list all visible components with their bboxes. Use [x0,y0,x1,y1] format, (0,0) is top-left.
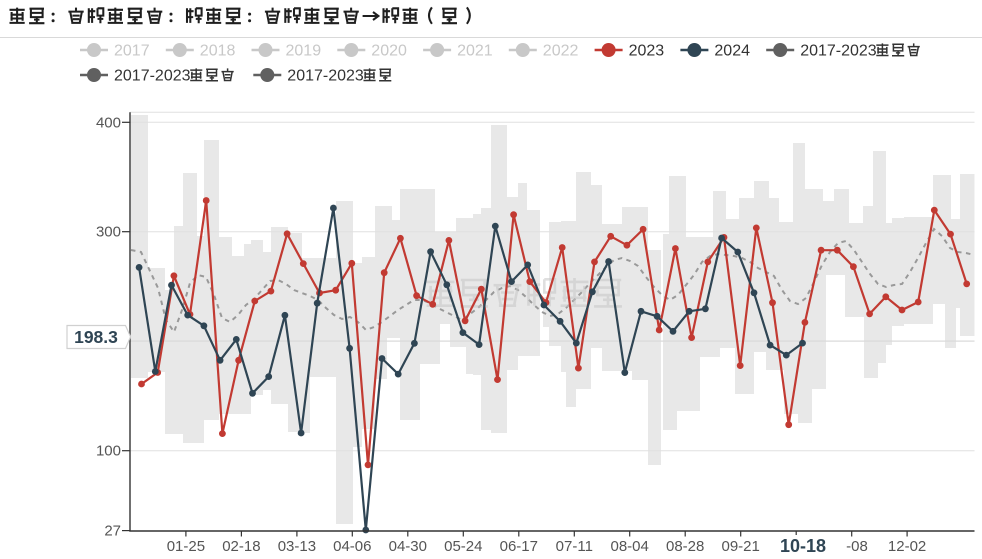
svg-text:12-02: 12-02 [888,538,926,555]
svg-text:05-24: 05-24 [444,538,482,555]
svg-text:300: 300 [96,224,121,241]
svg-text:10-18: 10-18 [780,536,826,556]
svg-text:2020: 2020 [371,43,407,60]
svg-text:2017: 2017 [114,43,150,60]
svg-text:2023: 2023 [629,43,665,60]
svg-text:2017-2023: 2017-2023 [114,68,191,85]
svg-text:2017-2023: 2017-2023 [287,68,364,85]
svg-text:198.3: 198.3 [74,327,118,347]
svg-text:08-28: 08-28 [666,538,704,555]
svg-text:03-13: 03-13 [278,538,316,555]
svg-text:2017-2023: 2017-2023 [800,43,877,60]
svg-text:08-04: 08-04 [611,538,649,555]
svg-text:2022: 2022 [543,43,579,60]
svg-text:04-30: 04-30 [389,538,427,555]
svg-text:2018: 2018 [200,43,236,60]
svg-text:2021: 2021 [457,43,493,60]
svg-text:07-11: 07-11 [556,538,593,555]
svg-text:-08: -08 [846,538,868,555]
svg-text:01-25: 01-25 [167,538,205,555]
svg-text:2019: 2019 [286,43,322,60]
svg-text:400: 400 [96,114,121,131]
svg-text:02-18: 02-18 [222,538,260,555]
svg-text:04-06: 04-06 [333,538,371,555]
svg-text:06-17: 06-17 [500,538,538,555]
svg-text:2024: 2024 [714,43,750,60]
svg-text:09-21: 09-21 [722,538,760,555]
svg-text:27: 27 [104,523,121,540]
svg-text:100: 100 [96,443,121,460]
